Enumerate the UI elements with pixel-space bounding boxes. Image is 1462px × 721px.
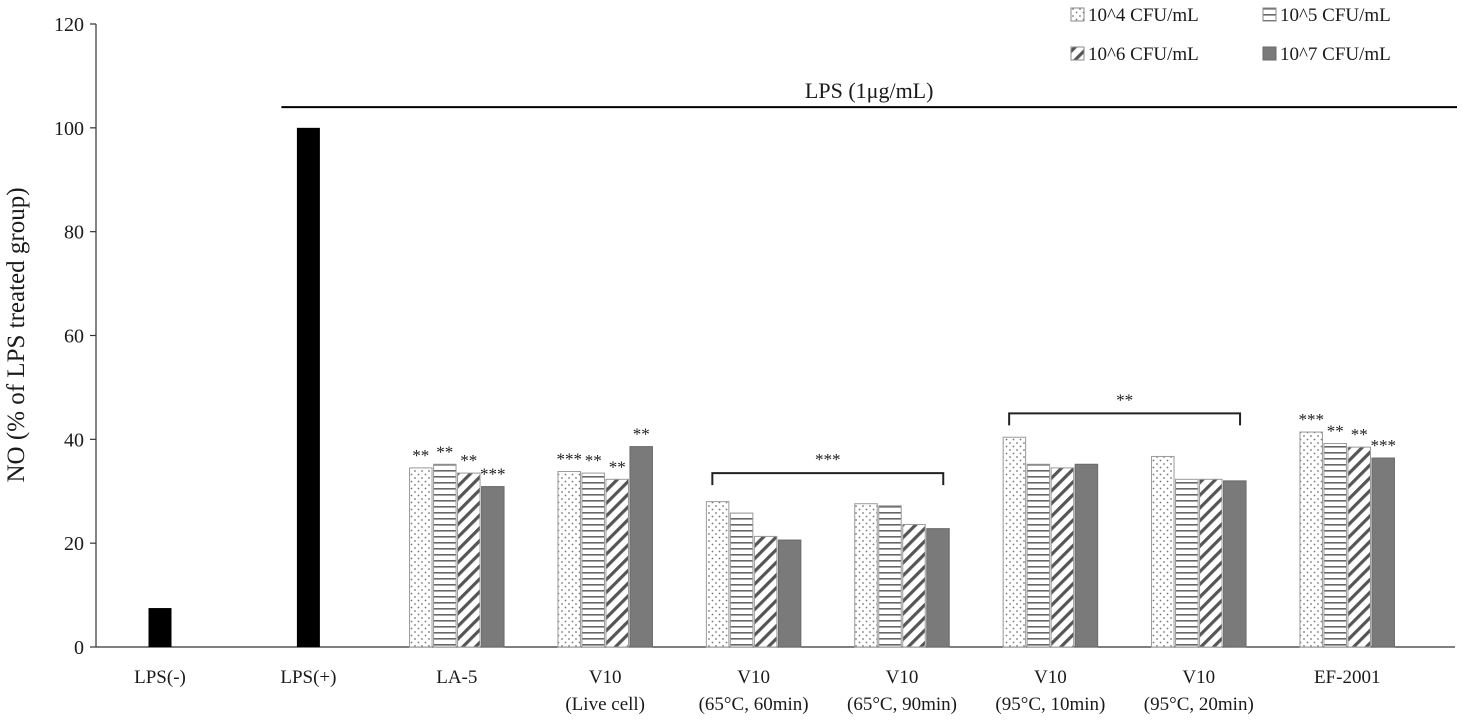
significance-mark: ** [460, 451, 477, 470]
bar-dots [1299, 431, 1323, 648]
significance-mark: ** [585, 451, 602, 470]
bar-solid-gray [1074, 463, 1099, 648]
legend-label: 10^7 CFU/mL [1280, 44, 1391, 65]
bar-horizontal-lines [1175, 478, 1199, 648]
significance-mark: ** [633, 425, 650, 444]
bracket-label: *** [815, 450, 841, 469]
y-tick-label: 100 [54, 118, 84, 140]
bracket-label: ** [1116, 390, 1133, 409]
x-category-label: V10 [886, 667, 919, 688]
bar-solid-gray [777, 539, 802, 648]
legend-swatch-dots [1070, 7, 1085, 22]
significance-mark: ** [436, 442, 453, 461]
x-category-label: V10 [589, 667, 622, 688]
bar-diagonal-lines [1050, 467, 1075, 648]
legend-swatch-horizontal-lines [1262, 7, 1277, 22]
bar-diagonal-lines [605, 478, 629, 648]
bar-solid-gray [629, 446, 653, 648]
x-category-label: EF-2001 [1314, 667, 1381, 688]
bar-horizontal-lines [433, 463, 457, 648]
x-category-label: V10 [1034, 667, 1067, 688]
bar-dots [409, 467, 433, 648]
x-category-label: LPS(+) [280, 667, 336, 688]
y-tick-label: 40 [64, 429, 84, 451]
y-tick-label: 60 [64, 326, 84, 348]
x-category-label: V10 [1182, 667, 1215, 688]
bar-horizontal-lines [729, 512, 754, 648]
y-tick-label: 120 [54, 14, 84, 36]
bar-dots [705, 501, 730, 648]
bar-solid-gray [1223, 480, 1247, 648]
significance-mark: ** [609, 457, 626, 476]
significance-mark: ** [1327, 421, 1344, 440]
significance-mark: *** [480, 465, 506, 484]
legend-label: 10^4 CFU/mL [1088, 5, 1199, 26]
y-tick-label: 0 [74, 637, 84, 659]
y-tick-label: 20 [64, 533, 84, 555]
bar-horizontal-lines [878, 505, 902, 648]
bar-diagonal-lines [457, 472, 481, 648]
significance-mark: *** [1370, 436, 1396, 455]
bar-diagonal-lines [902, 523, 926, 648]
legend-label: 10^5 CFU/mL [1280, 5, 1391, 26]
lps-annotation-label: LPS (1μg/mL) [805, 78, 934, 103]
x-category-label: (95°C, 10min) [995, 694, 1105, 715]
x-category-label: (65°C, 90min) [847, 694, 957, 715]
bar-dots [1151, 455, 1175, 648]
legend-swatch-solid-gray [1262, 46, 1277, 61]
legend-swatch-diagonal-lines [1070, 46, 1085, 61]
significance-mark: ** [412, 446, 429, 465]
legend-label: 10^6 CFU/mL [1088, 44, 1199, 65]
bar-dots [854, 503, 878, 648]
bar-dots [1002, 436, 1027, 648]
bar-dots [557, 471, 581, 648]
bar-diagonal-lines [753, 535, 778, 648]
significance-bracket [711, 472, 945, 486]
x-category-label: V10 [737, 667, 770, 688]
x-category-label: (Live cell) [565, 694, 645, 715]
significance-mark: *** [556, 450, 582, 469]
y-tick-label: 80 [64, 222, 84, 244]
significance-mark: ** [1351, 425, 1368, 444]
bar-diagonal-lines [1199, 478, 1223, 648]
x-category-label: LPS(-) [134, 667, 186, 688]
x-category-label: (65°C, 60min) [699, 694, 809, 715]
bar-solid-gray [481, 486, 505, 648]
bar-control [296, 127, 320, 648]
bar-control [148, 608, 172, 647]
bar-solid-gray [1371, 457, 1395, 648]
x-category-label: LA-5 [436, 667, 477, 688]
bar-horizontal-lines [1323, 442, 1347, 648]
x-category-label: (95°C, 20min) [1144, 694, 1254, 715]
bar-horizontal-lines [581, 472, 605, 648]
bar-horizontal-lines [1026, 463, 1051, 648]
significance-bracket [1008, 412, 1242, 426]
y-axis-label: NO (% of LPS treated group) [3, 187, 30, 482]
bar-solid-gray [926, 528, 950, 648]
bar-diagonal-lines [1347, 446, 1371, 648]
significance-mark: *** [1298, 410, 1324, 429]
